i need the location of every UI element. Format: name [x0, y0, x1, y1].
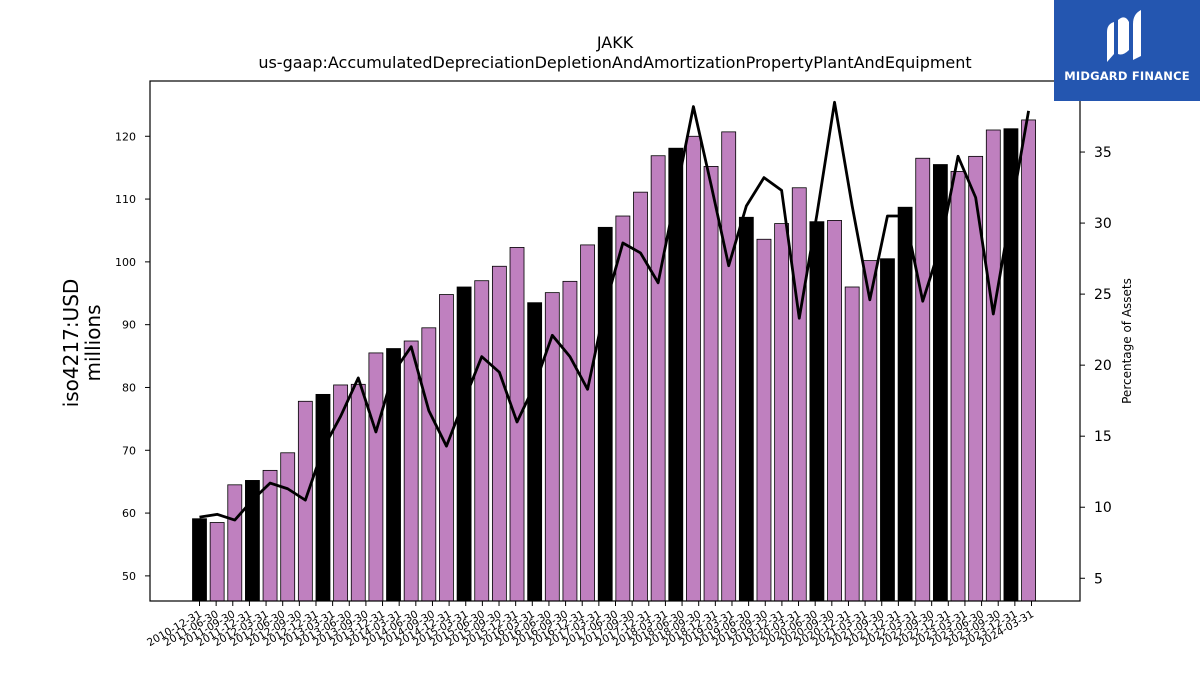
- bar: [756, 238, 772, 602]
- bar: [580, 244, 595, 602]
- brand-logo: MIDGARD FINANCE: [1054, 0, 1200, 101]
- bar: [703, 166, 719, 602]
- bar: [827, 220, 842, 602]
- chart-subtitle: us-gaap:AccumulatedDepreciationDepletion…: [258, 53, 971, 72]
- bar: [791, 187, 807, 602]
- bar: [509, 247, 525, 602]
- y-axis-right: 5 10 15 20 25 30 35: [1080, 145, 1112, 587]
- y2-tick-label: 10: [1094, 500, 1112, 516]
- bar: [280, 452, 296, 602]
- y2-tick-label: 20: [1094, 358, 1112, 374]
- bar: [527, 302, 543, 602]
- y2-axis-label: Percentage of Assets: [1120, 278, 1134, 404]
- y-tick-label: 120: [115, 130, 136, 143]
- bar: [227, 484, 243, 602]
- bar: [1003, 128, 1019, 602]
- y-tick-label: 90: [122, 319, 136, 332]
- bar: [950, 171, 966, 602]
- bar: [985, 129, 1001, 602]
- bar: [809, 221, 825, 602]
- bar: [421, 327, 437, 602]
- y-tick-label: 80: [122, 381, 136, 394]
- percentage-line-layer: [199, 100, 1030, 522]
- brand-name: MIDGARD FINANCE: [1064, 69, 1190, 83]
- bar: [491, 265, 507, 602]
- x-axis: 2010-12-312011-06-302011-09-302011-12-31…: [145, 601, 1036, 649]
- bar: [315, 393, 331, 602]
- bar: [1021, 119, 1036, 602]
- bar: [262, 469, 278, 602]
- bar: [915, 157, 931, 602]
- bar: [721, 131, 737, 602]
- midgard-m-logo-icon: [1107, 10, 1141, 62]
- bar: [738, 216, 754, 602]
- bar: [474, 280, 490, 602]
- bar: [880, 258, 895, 602]
- bar: [650, 155, 666, 602]
- bar: [368, 352, 384, 602]
- y2-tick-label: 30: [1094, 216, 1112, 232]
- bar: [562, 280, 578, 602]
- y2-tick-label: 35: [1094, 145, 1112, 161]
- y-tick-label: 70: [122, 444, 136, 457]
- bar: [209, 522, 225, 602]
- y-axis-left: 50 60 70 80 90 100 110 120: [115, 130, 150, 583]
- bars-layer: [192, 119, 1036, 602]
- bar: [350, 383, 366, 602]
- y-tick-label: 60: [122, 507, 136, 520]
- y-tick-label: 110: [115, 193, 136, 206]
- bar: [932, 164, 948, 602]
- y2-tick-label: 5: [1094, 571, 1103, 587]
- y2-tick-label: 25: [1094, 287, 1112, 303]
- y-axis-label-line1: iso4217:USD: [59, 279, 83, 408]
- bar: [774, 223, 790, 602]
- bar: [439, 294, 454, 602]
- bar: [844, 286, 860, 602]
- bar: [686, 135, 701, 602]
- bar: [456, 286, 472, 602]
- chart-title: JAKK: [596, 33, 634, 52]
- y-tick-label: 100: [115, 256, 136, 269]
- bar: [897, 206, 913, 602]
- bar: [862, 260, 878, 602]
- bar: [192, 518, 207, 602]
- percentage-line: [199, 100, 1030, 522]
- y-axis-label-line2: millions: [81, 304, 105, 381]
- bar: [403, 340, 419, 602]
- bar: [615, 215, 631, 602]
- y2-tick-label: 15: [1094, 429, 1112, 445]
- y-tick-label: 50: [122, 570, 136, 583]
